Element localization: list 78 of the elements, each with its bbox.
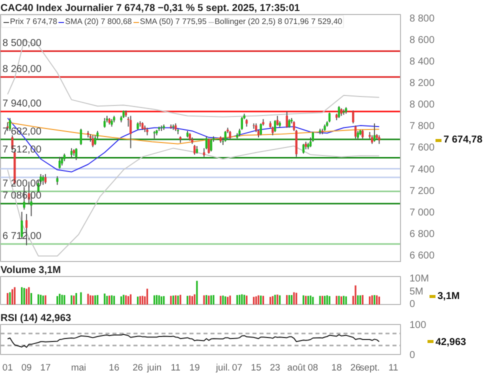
x-tick-label: 11 — [170, 362, 180, 372]
legend-label: Bollinger (20 2,5) 8 071,96 7 529,40 — [214, 17, 342, 26]
legend-label: SMA (50) 7 775,95 — [140, 17, 207, 26]
candlestick — [70, 148, 73, 158]
candlestick — [194, 144, 196, 156]
x-tick-label: 26 — [350, 362, 361, 372]
candlestick — [80, 128, 82, 146]
candlestick — [92, 134, 94, 148]
line-series — [7, 40, 380, 118]
x-tick-label: 18 — [331, 362, 342, 372]
candlestick — [328, 112, 331, 123]
candlestick — [8, 118, 12, 132]
x-tick-label: 08 — [308, 362, 318, 372]
candlestick — [208, 138, 210, 154]
x-tick-label: mai — [71, 362, 86, 372]
ref-line-label: 8 260,00 — [2, 64, 42, 76]
candlestick — [130, 115, 132, 149]
y-tick-label: 7 400 — [410, 164, 435, 176]
x-tick-label: 07 — [232, 362, 242, 372]
y-tick-label: 0 — [410, 350, 416, 361]
candlestick — [94, 134, 96, 146]
y-tick-label: 100 — [410, 320, 427, 331]
candlestick — [352, 110, 354, 124]
y-tick-label: 7 600 — [410, 142, 435, 154]
ref-line-label: 8 500,00 — [2, 38, 42, 50]
x-tick-label: 09 — [21, 362, 32, 372]
x-tick-label: 23 — [270, 362, 280, 372]
y-tick-label: 6 600 — [410, 250, 435, 262]
y-tick-label: 10M — [410, 274, 429, 285]
candlestick — [58, 156, 61, 170]
x-tick-label: juil. — [214, 362, 230, 372]
text: 3,1M — [438, 291, 460, 302]
line-series — [7, 118, 380, 172]
y-tick-label: 8 200 — [410, 78, 435, 90]
candlestick — [210, 138, 212, 152]
ref-line-label: 7 940,00 — [2, 98, 42, 110]
candlestick — [373, 122, 376, 142]
x-tick-label: 19 — [189, 362, 200, 372]
candlestick — [338, 106, 340, 119]
candlestick — [286, 111, 288, 128]
y-tick-label: 7 200 — [410, 186, 435, 197]
x-tick-label: 01 — [2, 362, 13, 372]
y-tick-label: 7 800 — [410, 121, 435, 132]
candlestick — [104, 118, 106, 128]
candlestick — [354, 125, 357, 139]
candlestick — [274, 120, 276, 133]
y-tick-label: 0 — [410, 299, 416, 310]
y-tick-label: 6 800 — [410, 228, 435, 240]
candlestick — [44, 174, 47, 184]
chart-title: RSI (14) 42,963 — [0, 313, 72, 324]
x-tick-label: août — [287, 362, 306, 372]
y-tick-label: 5M — [410, 286, 424, 298]
y-tick-label: 8 800 — [410, 13, 435, 24]
chart-title: Volume 3,1M — [0, 265, 61, 276]
chart-title: CAC40 Index Journalier 7 674,78 −0,31 % 5 sept. 2025, 17:35:01 — [0, 3, 300, 14]
x-tick-label: 17 — [40, 362, 51, 372]
x-tick-label: 26 — [132, 362, 143, 372]
text: 7 674,78 — [444, 134, 483, 146]
candlestick — [302, 143, 305, 154]
x-tick-label: juin — [146, 362, 162, 372]
line-series — [7, 334, 380, 348]
candlestick — [42, 174, 44, 186]
y-tick-label: 8 600 — [410, 34, 435, 46]
x-tick-label: 16 — [108, 362, 120, 372]
y-tick-label: 8 400 — [410, 56, 435, 68]
line-series — [7, 122, 380, 144]
y-tick-label: 8 000 — [410, 100, 435, 111]
legend-label: SMA (20) 7 800,68 — [65, 17, 132, 26]
candlestick — [224, 130, 226, 142]
x-tick-label: 11 — [388, 362, 398, 372]
candlestick — [75, 148, 78, 161]
x-tick-label: sept. — [360, 362, 380, 372]
y-tick-label: 7 000 — [410, 207, 435, 218]
x-tick-label: 15 — [250, 362, 262, 372]
text: 42,963 — [436, 337, 467, 348]
line-series — [7, 146, 380, 257]
candlestick — [260, 122, 262, 136]
annotation: Prix 7 674,78 — [10, 17, 58, 26]
